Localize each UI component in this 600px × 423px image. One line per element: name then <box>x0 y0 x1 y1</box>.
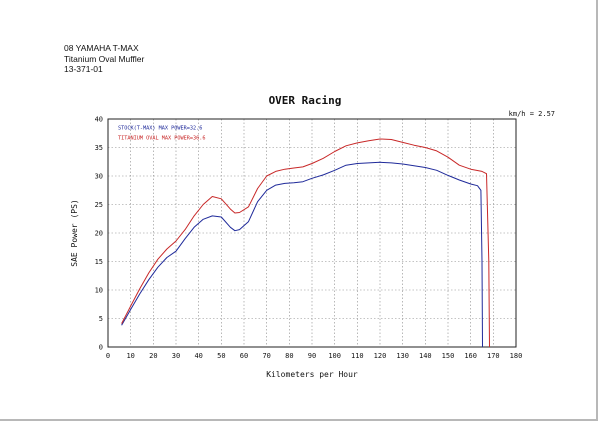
ratio-note: km/h = 2.57 <box>509 110 555 118</box>
x-tick-label: 60 <box>240 352 248 360</box>
y-axis-label: SAE Power (PS) <box>70 199 79 266</box>
x-tick-label: 50 <box>217 352 225 360</box>
x-tick-label: 160 <box>464 352 477 360</box>
y-tick-label: 40 <box>95 116 103 124</box>
x-tick-label: 150 <box>442 352 455 360</box>
x-tick-label: 80 <box>285 352 293 360</box>
chart-title: OVER Racing <box>269 94 342 107</box>
x-tick-label: 130 <box>396 352 409 360</box>
y-tick-label: 15 <box>95 258 103 266</box>
x-tick-label: 110 <box>351 352 364 360</box>
model-name: 08 YAMAHA T-MAX <box>64 43 139 53</box>
y-tick-label: 25 <box>95 201 103 209</box>
x-tick-label: 40 <box>194 352 202 360</box>
x-axis-ticks: 0 10 20 30 40 50 60 70 80 90 100 110 120 130 140 150 160… <box>106 352 522 360</box>
y-axis-ticks: 0 5 10 15 20 25 30 35 40 <box>95 116 103 352</box>
x-tick-label: 30 <box>172 352 180 360</box>
y-tick-label: 30 <box>95 173 103 181</box>
series-line-titanium <box>121 138 490 348</box>
series-line-stock <box>121 161 483 348</box>
part-number: 13-371-01 <box>64 64 103 74</box>
x-tick-label: 10 <box>126 352 134 360</box>
y-tick-label: 20 <box>95 230 103 238</box>
legend-stock: STOCK(T-MAX) MAX POWER=32.6 <box>118 126 202 132</box>
x-tick-label: 180 <box>510 352 523 360</box>
x-tick-label: 90 <box>308 352 316 360</box>
legend-titanium: TITANIUM OVAL MAX POWER=36.6 <box>118 136 205 142</box>
y-tick-label: 5 <box>99 315 103 323</box>
chart-series <box>121 138 490 348</box>
y-tick-label: 10 <box>95 287 103 295</box>
x-tick-label: 170 <box>487 352 500 360</box>
x-tick-label: 0 <box>106 352 110 360</box>
chart-grid <box>108 119 516 347</box>
x-tick-label: 100 <box>328 352 341 360</box>
plot-frame <box>107 118 517 348</box>
y-tick-label: 35 <box>95 144 103 152</box>
y-tick-label: 0 <box>99 344 103 352</box>
x-tick-label: 20 <box>149 352 157 360</box>
muffler-type: Titanium Oval Muffler <box>64 53 145 64</box>
x-tick-label: 140 <box>419 352 432 360</box>
x-tick-label: 70 <box>262 352 270 360</box>
x-axis-label: Kilometers per Hour <box>266 370 358 379</box>
x-tick-label: 120 <box>374 352 387 360</box>
model-info: 08 YAMAHA T-MAX Titanium Oval Muffler 13… <box>64 43 144 75</box>
